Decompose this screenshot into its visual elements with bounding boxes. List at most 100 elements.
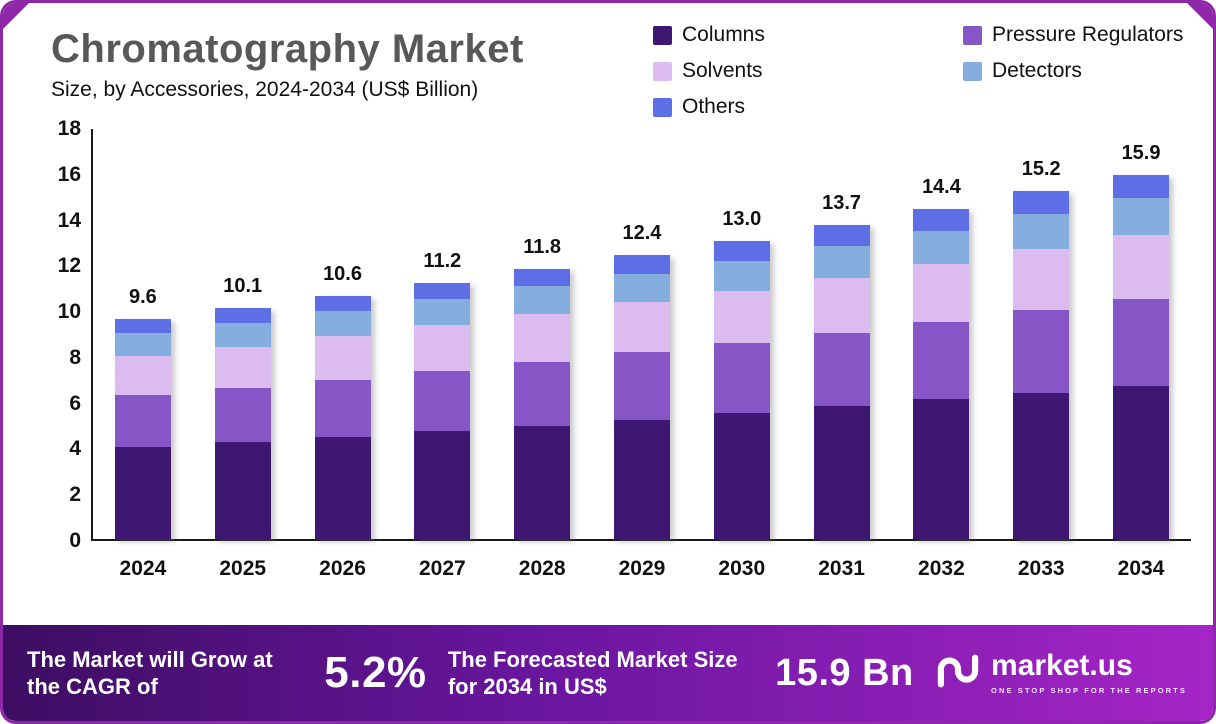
y-axis-tick-label: 8 (69, 345, 81, 369)
bar-segment-columns (114, 447, 171, 539)
chart-area: 0 2 4 6 8 10 12 14 16 18 9.6 10.1 10.6 11.2 11.8 12.4 1… (43, 117, 1191, 581)
bar-segment-detectors (414, 298, 471, 326)
bar-segment-solvents (414, 325, 471, 371)
bar-slot-2033: 15.2 (991, 129, 1091, 539)
x-axis-label-2031: 2031 (818, 557, 865, 580)
corner-accent-top-left (3, 3, 29, 29)
bar-segment-pressure-regulators (913, 321, 970, 400)
bar-slot-2034: 15.9 (1091, 129, 1191, 539)
bar-segment-pressure-regulators (613, 352, 670, 420)
bar-total-label: 12.4 (622, 222, 662, 245)
stacked-bar-2032 (913, 209, 970, 539)
legend-label: Detectors (992, 59, 1082, 82)
page-title: Chromatography Market (51, 27, 524, 71)
y-axis-tick-label: 18 (57, 117, 81, 140)
y-axis-tick-label: 0 (69, 529, 81, 552)
brand-name: market.us (991, 649, 1133, 682)
legend-label: Columns (682, 23, 765, 46)
stacked-bar-2025 (214, 307, 271, 539)
legend-item-solvents: Solvents (653, 59, 963, 83)
bar-segment-columns (813, 406, 870, 539)
bar-segment-others (214, 307, 271, 323)
bar-segment-solvents (1013, 249, 1070, 311)
bar-segment-pressure-regulators (813, 333, 870, 407)
y-axis-tick-label: 16 (57, 162, 81, 186)
corner-accent-top-right (1187, 3, 1213, 29)
bar-segment-pressure-regulators (1013, 310, 1070, 393)
bar-segment-others (414, 282, 471, 299)
bar-segment-solvents (913, 264, 970, 322)
legend-swatch-columns (653, 25, 672, 45)
bar-segment-pressure-regulators (414, 370, 471, 432)
stacked-bar-2027 (414, 282, 471, 539)
plot-area: 9.6 10.1 10.6 11.2 11.8 12.4 13.0 13.7 14.4 15.2 1… (91, 129, 1191, 541)
bar-total-label: 15.9 (1121, 142, 1161, 165)
bar-segment-others (713, 241, 770, 261)
legend-item-pressure-regulators: Pressure Regulators (963, 23, 1183, 47)
bar-total-label: 13.7 (822, 192, 862, 215)
bar-slot-2024: 9.6 (93, 129, 193, 539)
chart-legend: Columns Pressure Regulators Solvents Detect… (653, 23, 1183, 119)
brand-text-block: market.us ONE STOP SHOP FOR THE REPORTS (991, 649, 1187, 696)
y-axis-tick-label: 12 (57, 254, 81, 278)
bar-segment-detectors (1113, 198, 1170, 235)
bar-segment-others (813, 225, 870, 247)
marketus-logo-icon (935, 652, 981, 695)
bar-slot-2027: 11.2 (392, 129, 492, 539)
bar-segment-others (314, 296, 371, 312)
y-axis-tick-label: 2 (69, 483, 81, 507)
bar-slot-2030: 13.0 (692, 129, 792, 539)
legend-swatch-solvents (653, 61, 672, 81)
bar-slot-2025: 10.1 (193, 129, 293, 539)
bar-segment-others (1013, 191, 1070, 215)
forecast-label: The Forecasted Market Size for 2034 in U… (447, 646, 738, 700)
bar-segment-solvents (713, 290, 770, 344)
bar-segment-pressure-regulators (514, 361, 571, 426)
legend-swatch-pressure-regulators (963, 25, 982, 45)
bar-segment-pressure-regulators (114, 394, 171, 448)
x-axis-label-2027: 2027 (418, 557, 466, 580)
bar-segment-detectors (913, 231, 970, 265)
footer-banner: The Market will Grow at the CAGR of 5.2%… (3, 625, 1213, 721)
legend-item-others: Others (653, 95, 963, 119)
bar-total-label: 10.6 (323, 263, 362, 286)
bar-total-label: 14.4 (921, 176, 961, 199)
bar-segment-detectors (613, 273, 670, 303)
bar-slot-2029: 12.4 (592, 129, 692, 539)
bar-slot-2028: 11.8 (492, 129, 592, 539)
bar-segment-others (613, 255, 670, 274)
bar-segment-solvents (514, 313, 571, 362)
bar-segment-solvents (314, 336, 371, 380)
x-axis-label-2029: 2029 (618, 557, 666, 580)
legend-label: Pressure Regulators (992, 23, 1184, 46)
page-subtitle: Size, by Accessories, 2024-2034 (US$ Bil… (51, 78, 479, 101)
x-axis-label-2032: 2032 (918, 557, 965, 580)
bar-segment-pressure-regulators (314, 379, 371, 438)
y-axis-tick-label: 14 (57, 208, 81, 232)
stacked-bar-2031 (813, 225, 870, 539)
legend-item-detectors: Detectors (963, 59, 1183, 83)
bar-segment-detectors (114, 333, 171, 356)
x-axis-label-2028: 2028 (518, 557, 566, 580)
y-axis: 0 2 4 6 8 10 12 14 16 18 (43, 117, 91, 552)
bar-segment-others (514, 268, 571, 287)
y-axis-tick-label: 6 (69, 391, 81, 415)
chart-header: Chromatography Market Size, by Accessori… (51, 27, 524, 102)
y-axis-tick-label: 4 (69, 437, 81, 461)
stacked-bar-2028 (514, 268, 571, 539)
bar-total-label: 13.0 (722, 208, 762, 231)
bar-slot-2031: 13.7 (792, 129, 892, 539)
bar-segment-columns (314, 437, 371, 539)
brand-logo: market.us ONE STOP SHOP FOR THE REPORTS (935, 651, 1187, 695)
y-axis-tick-label: 10 (57, 300, 81, 324)
bar-segment-solvents (813, 278, 870, 334)
bar-total-label: 10.1 (223, 274, 263, 297)
forecast-value: 15.9 Bn (775, 651, 914, 694)
bar-segment-others (913, 209, 970, 232)
x-axis-label-2024: 2024 (119, 557, 167, 580)
stacked-bar-2030 (713, 241, 770, 539)
bar-segment-columns (414, 431, 471, 539)
legend-swatch-others (653, 97, 672, 117)
bar-segment-solvents (1113, 234, 1170, 299)
bar-segment-others (114, 319, 171, 334)
